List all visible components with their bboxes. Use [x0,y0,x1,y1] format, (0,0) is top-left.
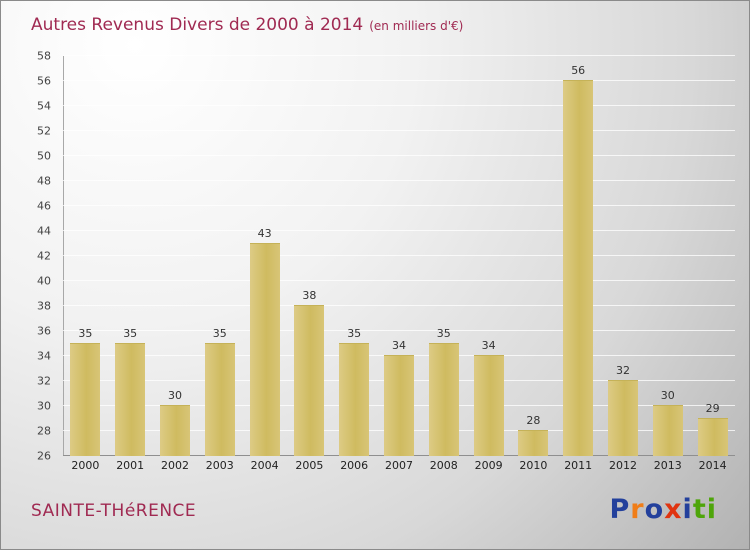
chart-subtitle: (en milliers d'€) [369,19,464,33]
x-tick-label: 2014 [698,459,727,472]
y-tick-label: 46 [37,199,51,213]
x-tick-label: 2008 [429,459,458,472]
x-tick-label: 2010 [519,459,548,472]
gridline [63,330,735,331]
logo-letter: x [664,494,683,525]
gridline [63,180,735,181]
gridline [63,55,735,56]
gridline [63,255,735,256]
y-tick-label: 26 [37,449,51,463]
bar-value-label: 28 [526,414,541,427]
bar-2005 [294,305,325,456]
bar-value-label: 35 [436,326,451,340]
gridline [63,130,735,131]
x-tick-label: 2005 [295,459,324,472]
y-tick-label: 54 [37,99,51,113]
y-tick-label: 32 [37,374,51,388]
bar-value-label: 35 [123,326,138,340]
y-tick-label: 36 [37,324,51,338]
gridline [63,205,735,206]
x-tick-label: 2000 [71,459,100,472]
y-tick-label: 58 [37,49,51,63]
y-tick-label: 44 [37,224,51,238]
bar-2009 [473,355,504,456]
x-tick-label: 2006 [340,459,369,472]
bar-value-label: 56 [571,64,586,77]
chart-header: Autres Revenus Divers de 2000 à 2014 (en … [31,15,463,35]
gridline [63,80,735,81]
bar-2014 [697,417,728,456]
x-tick-label: 2009 [474,459,503,472]
bar-value-label: 32 [615,364,630,377]
bar-2001 [115,342,146,456]
bar-2012 [608,380,638,456]
y-tick-label: 42 [37,249,51,263]
x-tick-label: 2001 [116,459,145,472]
bar-2000 [70,342,101,456]
gridline [63,280,735,281]
bar-value-label: 30 [167,389,182,402]
y-tick-label: 56 [37,74,51,88]
y-tick-label: 30 [37,399,51,413]
bar-2006 [339,342,370,456]
x-tick-label: 2012 [608,459,637,472]
gridline [63,230,735,231]
bar-value-label: 30 [660,389,675,402]
y-tick-label: 34 [37,349,51,363]
y-tick-label: 50 [37,149,51,163]
logo-letter: r [630,494,645,525]
bar-value-label: 35 [78,326,93,340]
y-tick-label: 28 [37,424,51,438]
gridline [63,105,735,106]
bar-value-label: 34 [391,339,406,352]
logo-letter: i [706,494,717,525]
plot-area: 35 35 30 35 43 38 35 34 35 34 28 56 32 30 29 [63,55,735,456]
y-tick-label: 48 [37,174,51,188]
bar-2013 [652,405,683,456]
proxiti-logo: Proxiti [609,494,717,525]
y-axis: 26 28 30 32 34 36 38 40 42 44 46 48 50 52 54 56 58 [1,50,57,463]
bar-2002 [160,405,190,456]
bar-value-label: 35 [347,326,362,340]
y-tick-label: 40 [37,274,51,288]
x-tick-label: 2013 [653,459,682,472]
logo-letter: t [692,494,707,525]
x-tick-label: 2004 [250,459,279,472]
bar-2003 [204,342,235,456]
bar-value-label: 43 [257,226,272,240]
bar-value-label: 29 [705,401,720,415]
chart-title: Autres Revenus Divers de 2000 à 2014 [31,15,364,35]
y-axis-line [63,56,64,456]
x-tick-label: 2007 [384,459,413,472]
bar-value-label: 34 [481,339,496,352]
x-tick-label: 2002 [160,459,189,472]
bar-2007 [384,355,414,456]
x-axis: 2000 2001 2002 2003 2004 2005 2006 2007 2008 2009… [63,459,735,475]
logo-letter: i [682,494,693,525]
y-tick-label: 52 [37,124,51,138]
bar-2004 [249,242,280,456]
logo-letter: o [644,494,665,525]
bar-value-label: 35 [212,326,227,340]
location-label: SAINTE-THéRENCE [31,501,197,521]
bar-2008 [428,342,459,456]
gridline [63,305,735,306]
bar-2010 [518,430,549,456]
bar-value-label: 38 [302,289,317,302]
logo-letter: P [609,494,631,525]
gridline [63,155,735,156]
bar-2011 [563,80,594,456]
x-tick-label: 2003 [205,459,234,472]
x-tick-label: 2011 [564,459,593,472]
y-tick-label: 38 [37,299,51,313]
